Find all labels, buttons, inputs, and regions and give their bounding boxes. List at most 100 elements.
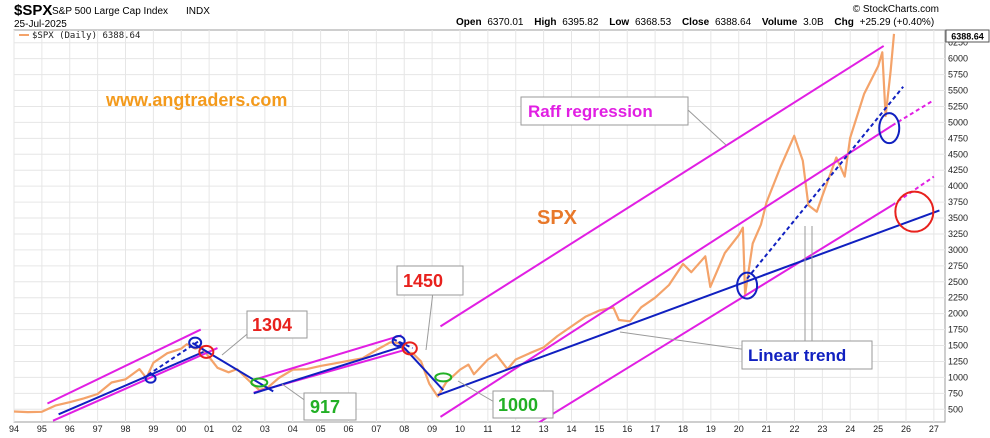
- linear-callout-text: Linear trend: [748, 346, 846, 365]
- y-tick-label: 6250: [948, 38, 968, 48]
- y-tick-label: 6000: [948, 54, 968, 64]
- x-tick-label: 15: [594, 424, 604, 434]
- x-tick-label: 21: [762, 424, 772, 434]
- x-tick-label: 06: [343, 424, 353, 434]
- x-tick-label: 20: [734, 424, 744, 434]
- x-tick-label: 26: [901, 424, 911, 434]
- y-tick-label: 2250: [948, 293, 968, 303]
- circle-marker: [188, 336, 203, 349]
- linear-trend-line: [191, 342, 274, 393]
- legend-label: $SPX (Daily) 6388.64: [32, 31, 140, 41]
- y-tick-label: 2750: [948, 261, 968, 271]
- x-tick-label: 27: [929, 424, 939, 434]
- y-tick-label: 4500: [948, 149, 968, 159]
- raff-regression-line: [439, 124, 893, 418]
- callout-1450-text: 1450: [403, 271, 443, 291]
- raff-regression-line: [537, 204, 893, 422]
- callout-917-text: 917: [310, 397, 340, 417]
- chg-label: Chg: [834, 17, 853, 28]
- open-value: 6370.01: [487, 17, 524, 28]
- x-tick-label: 19: [706, 424, 716, 434]
- x-tick-label: 12: [511, 424, 521, 434]
- circle-marker: [198, 344, 215, 359]
- y-tick-label: 4000: [948, 181, 968, 191]
- low-value: 6368.53: [635, 17, 672, 28]
- raff-regression-line: [439, 45, 885, 328]
- y-tick-label: 5000: [948, 117, 968, 127]
- volume-value: 3.0B: [803, 17, 824, 28]
- x-tick-label: 94: [9, 424, 19, 434]
- x-tick-label: 22: [789, 424, 799, 434]
- spx-label: SPX: [537, 207, 578, 229]
- circle-marker: [401, 341, 418, 356]
- callout-1000-box: [492, 390, 554, 419]
- raff-regression-line: [47, 328, 202, 405]
- x-tick-label: 16: [622, 424, 632, 434]
- circle-marker: [736, 271, 759, 300]
- symbol: $SPX: [14, 2, 52, 19]
- raff-callout-box: [520, 96, 689, 126]
- x-tick-label: 05: [316, 424, 326, 434]
- x-tick-label: 10: [455, 424, 465, 434]
- raff-callout-text: Raff regression: [528, 102, 653, 121]
- markers-group: [144, 112, 935, 388]
- y-tick-label: 3750: [948, 197, 968, 207]
- x-tick-label: 02: [232, 424, 242, 434]
- callout-1000-text: 1000: [498, 395, 538, 415]
- chart-date: 25-Jul-2025: [14, 19, 67, 30]
- y-tick-label: 2000: [948, 309, 968, 319]
- linear-trend-line: [746, 86, 904, 280]
- x-tick-label: 08: [399, 424, 409, 434]
- callout-1304-box: [246, 310, 308, 339]
- open-label: Open: [456, 17, 482, 28]
- x-tick-label: 97: [93, 424, 103, 434]
- y-tick-label: 3250: [948, 229, 968, 239]
- x-tick-label: 95: [37, 424, 47, 434]
- x-tick-label: 04: [288, 424, 298, 434]
- circle-marker: [894, 190, 935, 233]
- chg-value: +25.29 (+0.40%): [860, 17, 935, 28]
- x-tick-label: 03: [260, 424, 270, 434]
- linear-trend-line: [58, 350, 204, 416]
- volume-label: Volume: [762, 17, 798, 28]
- x-tick-label: 18: [678, 424, 688, 434]
- y-tick-label: 1750: [948, 325, 968, 335]
- y-tick-label: 1000: [948, 372, 968, 382]
- y-tick-label: 2500: [948, 277, 968, 287]
- price-line: [14, 33, 896, 414]
- raff-regression-line: [52, 347, 218, 422]
- y-tick-label: 3000: [948, 245, 968, 255]
- y-tick-label: 4750: [948, 133, 968, 143]
- y-tick-label: 5500: [948, 86, 968, 96]
- linear-trend-line: [253, 345, 402, 395]
- y-tick-label: 3500: [948, 213, 968, 223]
- linear-callout-box: [741, 340, 873, 370]
- close-value: 6388.64: [715, 17, 752, 28]
- y-tick-label: 5750: [948, 70, 968, 80]
- callout-1450-box: [396, 265, 464, 296]
- circle-marker: [391, 335, 406, 348]
- x-tick-label: 25: [873, 424, 883, 434]
- y-tick-label: 1250: [948, 356, 968, 366]
- x-tick-label: 23: [817, 424, 827, 434]
- last-value-tag: [945, 29, 990, 43]
- linear-trend-line: [397, 341, 444, 391]
- x-tick-label: 99: [148, 424, 158, 434]
- y-tick-label: 500: [948, 404, 963, 414]
- x-tick-label: 96: [65, 424, 75, 434]
- linear-trend-line: [437, 209, 940, 397]
- circle-marker: [434, 372, 453, 383]
- x-tick-label: 11: [483, 424, 492, 434]
- y-tick-label: 750: [948, 388, 963, 398]
- x-tick-label: 13: [539, 424, 549, 434]
- exchange: INDX: [186, 6, 210, 17]
- low-label: Low: [609, 17, 629, 28]
- circle-marker: [878, 112, 901, 145]
- raff-regression-line: [253, 334, 402, 381]
- x-tick-label: 00: [176, 424, 186, 434]
- ohlc-line: Open 6370.01 High 6395.82 Low 6368.53 Cl…: [456, 17, 934, 28]
- callout-917-box: [303, 392, 357, 421]
- x-tick-label: 24: [845, 424, 855, 434]
- y-tick-label: 1500: [948, 341, 968, 351]
